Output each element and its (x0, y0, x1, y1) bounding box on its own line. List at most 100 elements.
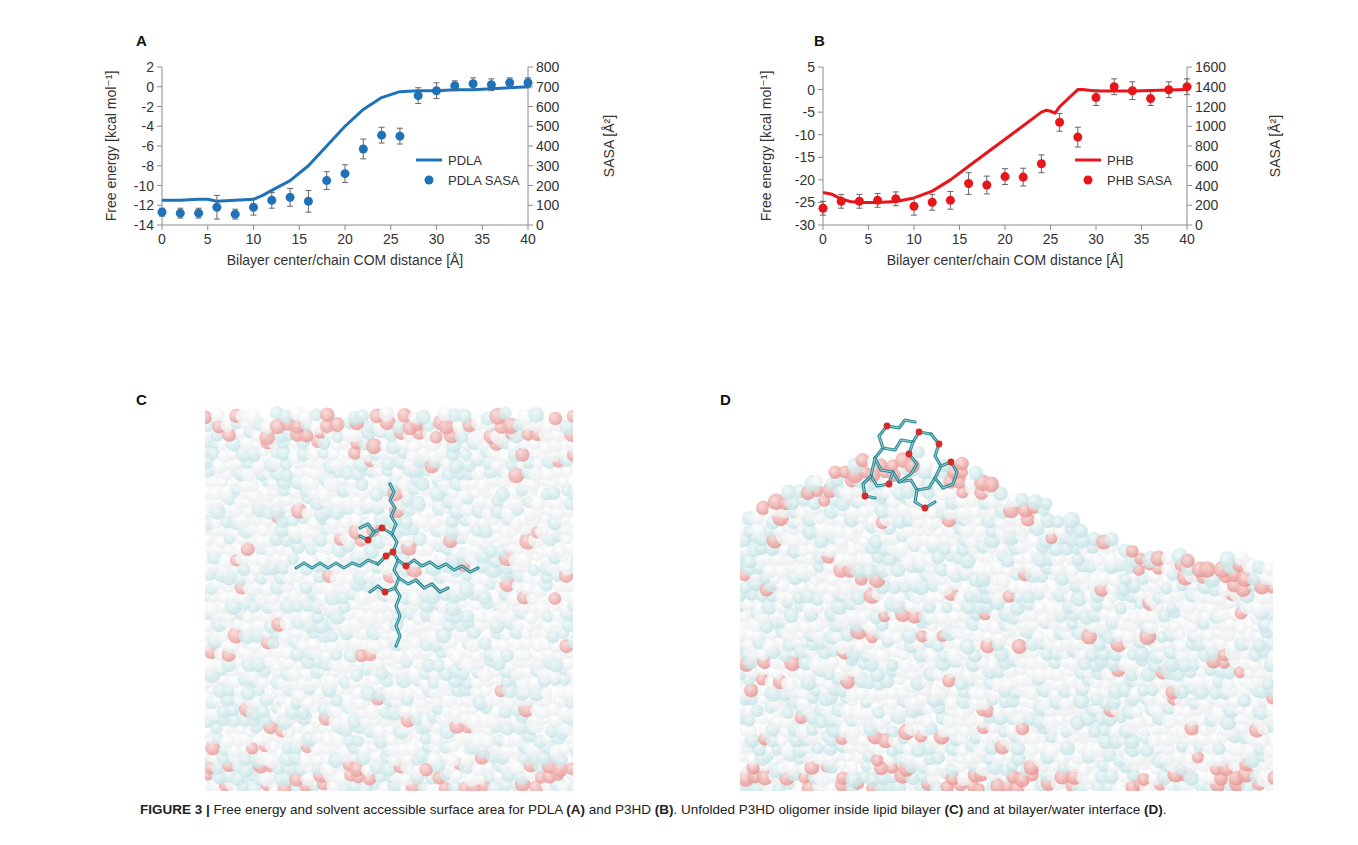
y-tick (818, 134, 823, 135)
sasa-point (946, 196, 955, 205)
y2-tick (528, 205, 533, 206)
error-cap (397, 128, 403, 129)
y-axis-title: Free energy [kcal mol⁻¹] (103, 71, 119, 222)
molecule-oxygen (383, 553, 390, 560)
error-cap (947, 191, 953, 192)
legend-label: PHB (1107, 153, 1134, 168)
molecule-highlight (296, 560, 378, 568)
y2-tick-label: 600 (1195, 158, 1219, 174)
x-tick-label: 30 (1088, 231, 1104, 247)
error-cap (434, 82, 440, 83)
sasa-point (469, 79, 478, 88)
legend-label: PDLA SASA (448, 173, 520, 188)
figure: A0510152025303540-14-12-10-8-6-4-2020100… (0, 0, 1358, 845)
chart-panel: B0510152025303540-30-25-20-15-10-5050200… (758, 32, 1283, 268)
y2-tick (1187, 205, 1192, 206)
sasa-point (1037, 159, 1046, 168)
sasa-point (359, 144, 368, 153)
y-tick-label: -30 (795, 217, 815, 233)
sasa-point (855, 197, 864, 206)
molecule-highlight (399, 578, 448, 592)
error-cap (1129, 99, 1135, 100)
error-cap (984, 176, 990, 177)
x-tick-label: 40 (1179, 231, 1195, 247)
y2-tick-label: 800 (1195, 138, 1219, 154)
sasa-point (395, 132, 404, 141)
sasa-point (1055, 118, 1064, 127)
error-cap (1075, 127, 1081, 128)
error-cap (507, 87, 513, 88)
y-tick-label: 5 (807, 59, 815, 75)
error-cap (177, 208, 183, 209)
sasa-point (176, 209, 185, 218)
error-cap (232, 219, 238, 220)
error-cap (1020, 185, 1026, 186)
y2-tick-label: 100 (536, 197, 560, 213)
error-cap (966, 172, 972, 173)
y2-tick-label: 1000 (1195, 118, 1226, 134)
error-cap (452, 80, 458, 81)
error-cap (269, 192, 275, 193)
x-tick-label: 5 (204, 231, 212, 247)
y2-tick (528, 185, 533, 186)
error-cap (232, 209, 238, 210)
sasa-point (1019, 173, 1028, 182)
error-cap (214, 195, 220, 196)
sasa-point (1110, 82, 1119, 91)
error-cap (966, 194, 972, 195)
x-tick-label: 35 (1134, 231, 1150, 247)
sasa-point (910, 202, 919, 211)
y2-tick (1187, 185, 1192, 186)
error-cap (1038, 172, 1044, 173)
y2-tick (528, 106, 533, 107)
molecule-bond (390, 484, 400, 646)
sasa-point (414, 91, 423, 100)
x-tick (299, 225, 300, 230)
x-tick (390, 225, 391, 230)
y-tick-label: -10 (134, 178, 154, 194)
x-tick (207, 225, 208, 230)
y2-tick (528, 165, 533, 166)
molecule-bond (399, 578, 448, 592)
error-cap (251, 215, 257, 216)
x-tick-label: 25 (383, 231, 399, 247)
error-cap (177, 218, 183, 219)
x-axis-title: Bilayer center/chain COM distance [Å] (887, 252, 1124, 268)
x-tick (1187, 225, 1188, 230)
sasa-point (286, 193, 295, 202)
y2-tick-label: 300 (536, 158, 560, 174)
sasa-point (524, 78, 533, 87)
y-tick (157, 126, 162, 127)
molecule-highlight (360, 524, 392, 534)
sasa-point (1073, 133, 1082, 142)
y-tick-label: -12 (134, 197, 154, 213)
y2-tick (1187, 67, 1192, 68)
error-cap (893, 191, 899, 192)
error-cap (470, 77, 476, 78)
y-tick (818, 89, 823, 90)
error-cap (287, 188, 293, 189)
error-cap (929, 210, 935, 211)
sasa-point (158, 208, 167, 217)
error-cap (1148, 91, 1154, 92)
sasa-point (304, 197, 313, 206)
error-cap (397, 144, 403, 145)
y-tick (818, 202, 823, 203)
x-tick-label: 15 (952, 231, 968, 247)
y-tick-label: -4 (142, 118, 155, 134)
x-tick (914, 225, 915, 230)
y2-tick-label: 200 (536, 178, 560, 194)
y-tick-label: -6 (142, 138, 155, 154)
render-haze (205, 405, 573, 791)
y-tick (157, 225, 162, 226)
error-cap (488, 78, 494, 79)
y-tick (157, 106, 162, 107)
error-cap (1111, 78, 1117, 79)
error-cap (507, 77, 513, 78)
y2-tick-label: 1600 (1195, 59, 1226, 75)
x-tick-label: 20 (337, 231, 353, 247)
y2-tick-label: 1400 (1195, 79, 1226, 95)
error-cap (1166, 97, 1172, 98)
sasa-point (194, 209, 203, 218)
y2-tick (528, 67, 533, 68)
